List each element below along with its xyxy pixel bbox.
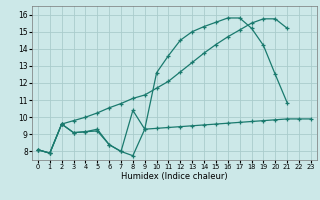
X-axis label: Humidex (Indice chaleur): Humidex (Indice chaleur) xyxy=(121,172,228,181)
